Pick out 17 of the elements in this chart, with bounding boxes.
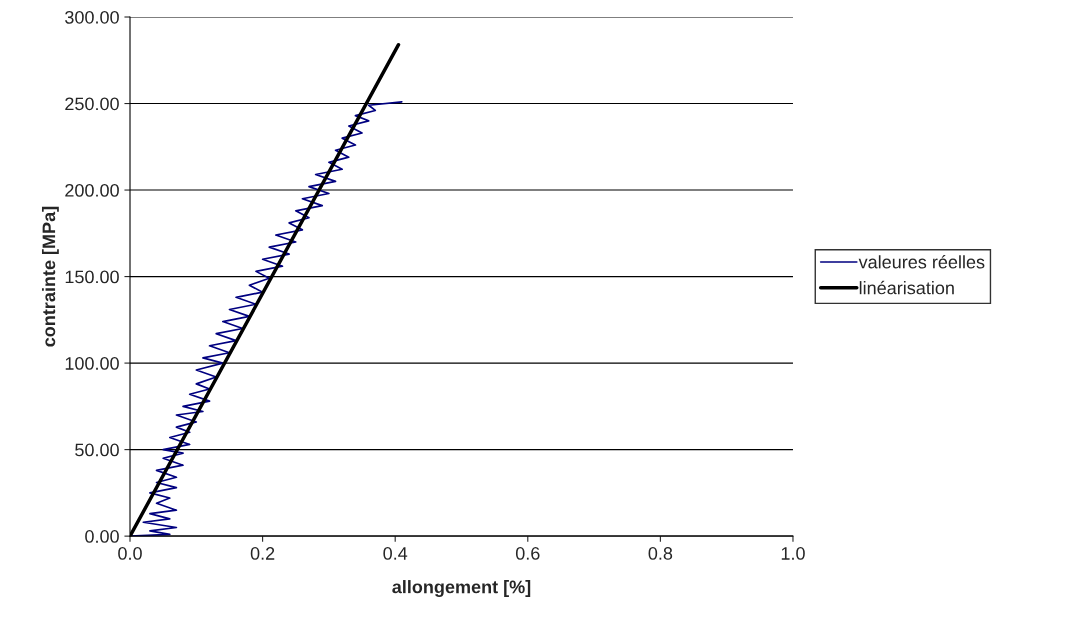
- x-tick-label: 1.0: [781, 547, 805, 560]
- legend-label: valeures réelles: [858, 255, 985, 269]
- y-tick-label: 150.00: [65, 270, 119, 284]
- y-tick-label: 50.00: [75, 443, 119, 457]
- x-tick-label: 0.6: [515, 547, 540, 560]
- x-tick-label: 0.2: [250, 547, 275, 560]
- y-axis-title: contrainte [MPa]: [41, 206, 59, 347]
- x-tick-label: 0.4: [383, 547, 408, 560]
- y-tick-label: 300.00: [65, 10, 119, 24]
- x-axis-title: allongement [%]: [392, 580, 531, 597]
- y-tick-label: 100.00: [65, 357, 119, 370]
- x-tick-label: 0.8: [648, 547, 673, 560]
- x-tick-label: 0.0: [118, 547, 142, 560]
- y-tick-label: 200.00: [65, 183, 119, 197]
- legend-label: linéarisation: [859, 280, 954, 295]
- y-tick-label: 250.00: [65, 97, 119, 111]
- y-tick-label: 0.00: [85, 530, 119, 543]
